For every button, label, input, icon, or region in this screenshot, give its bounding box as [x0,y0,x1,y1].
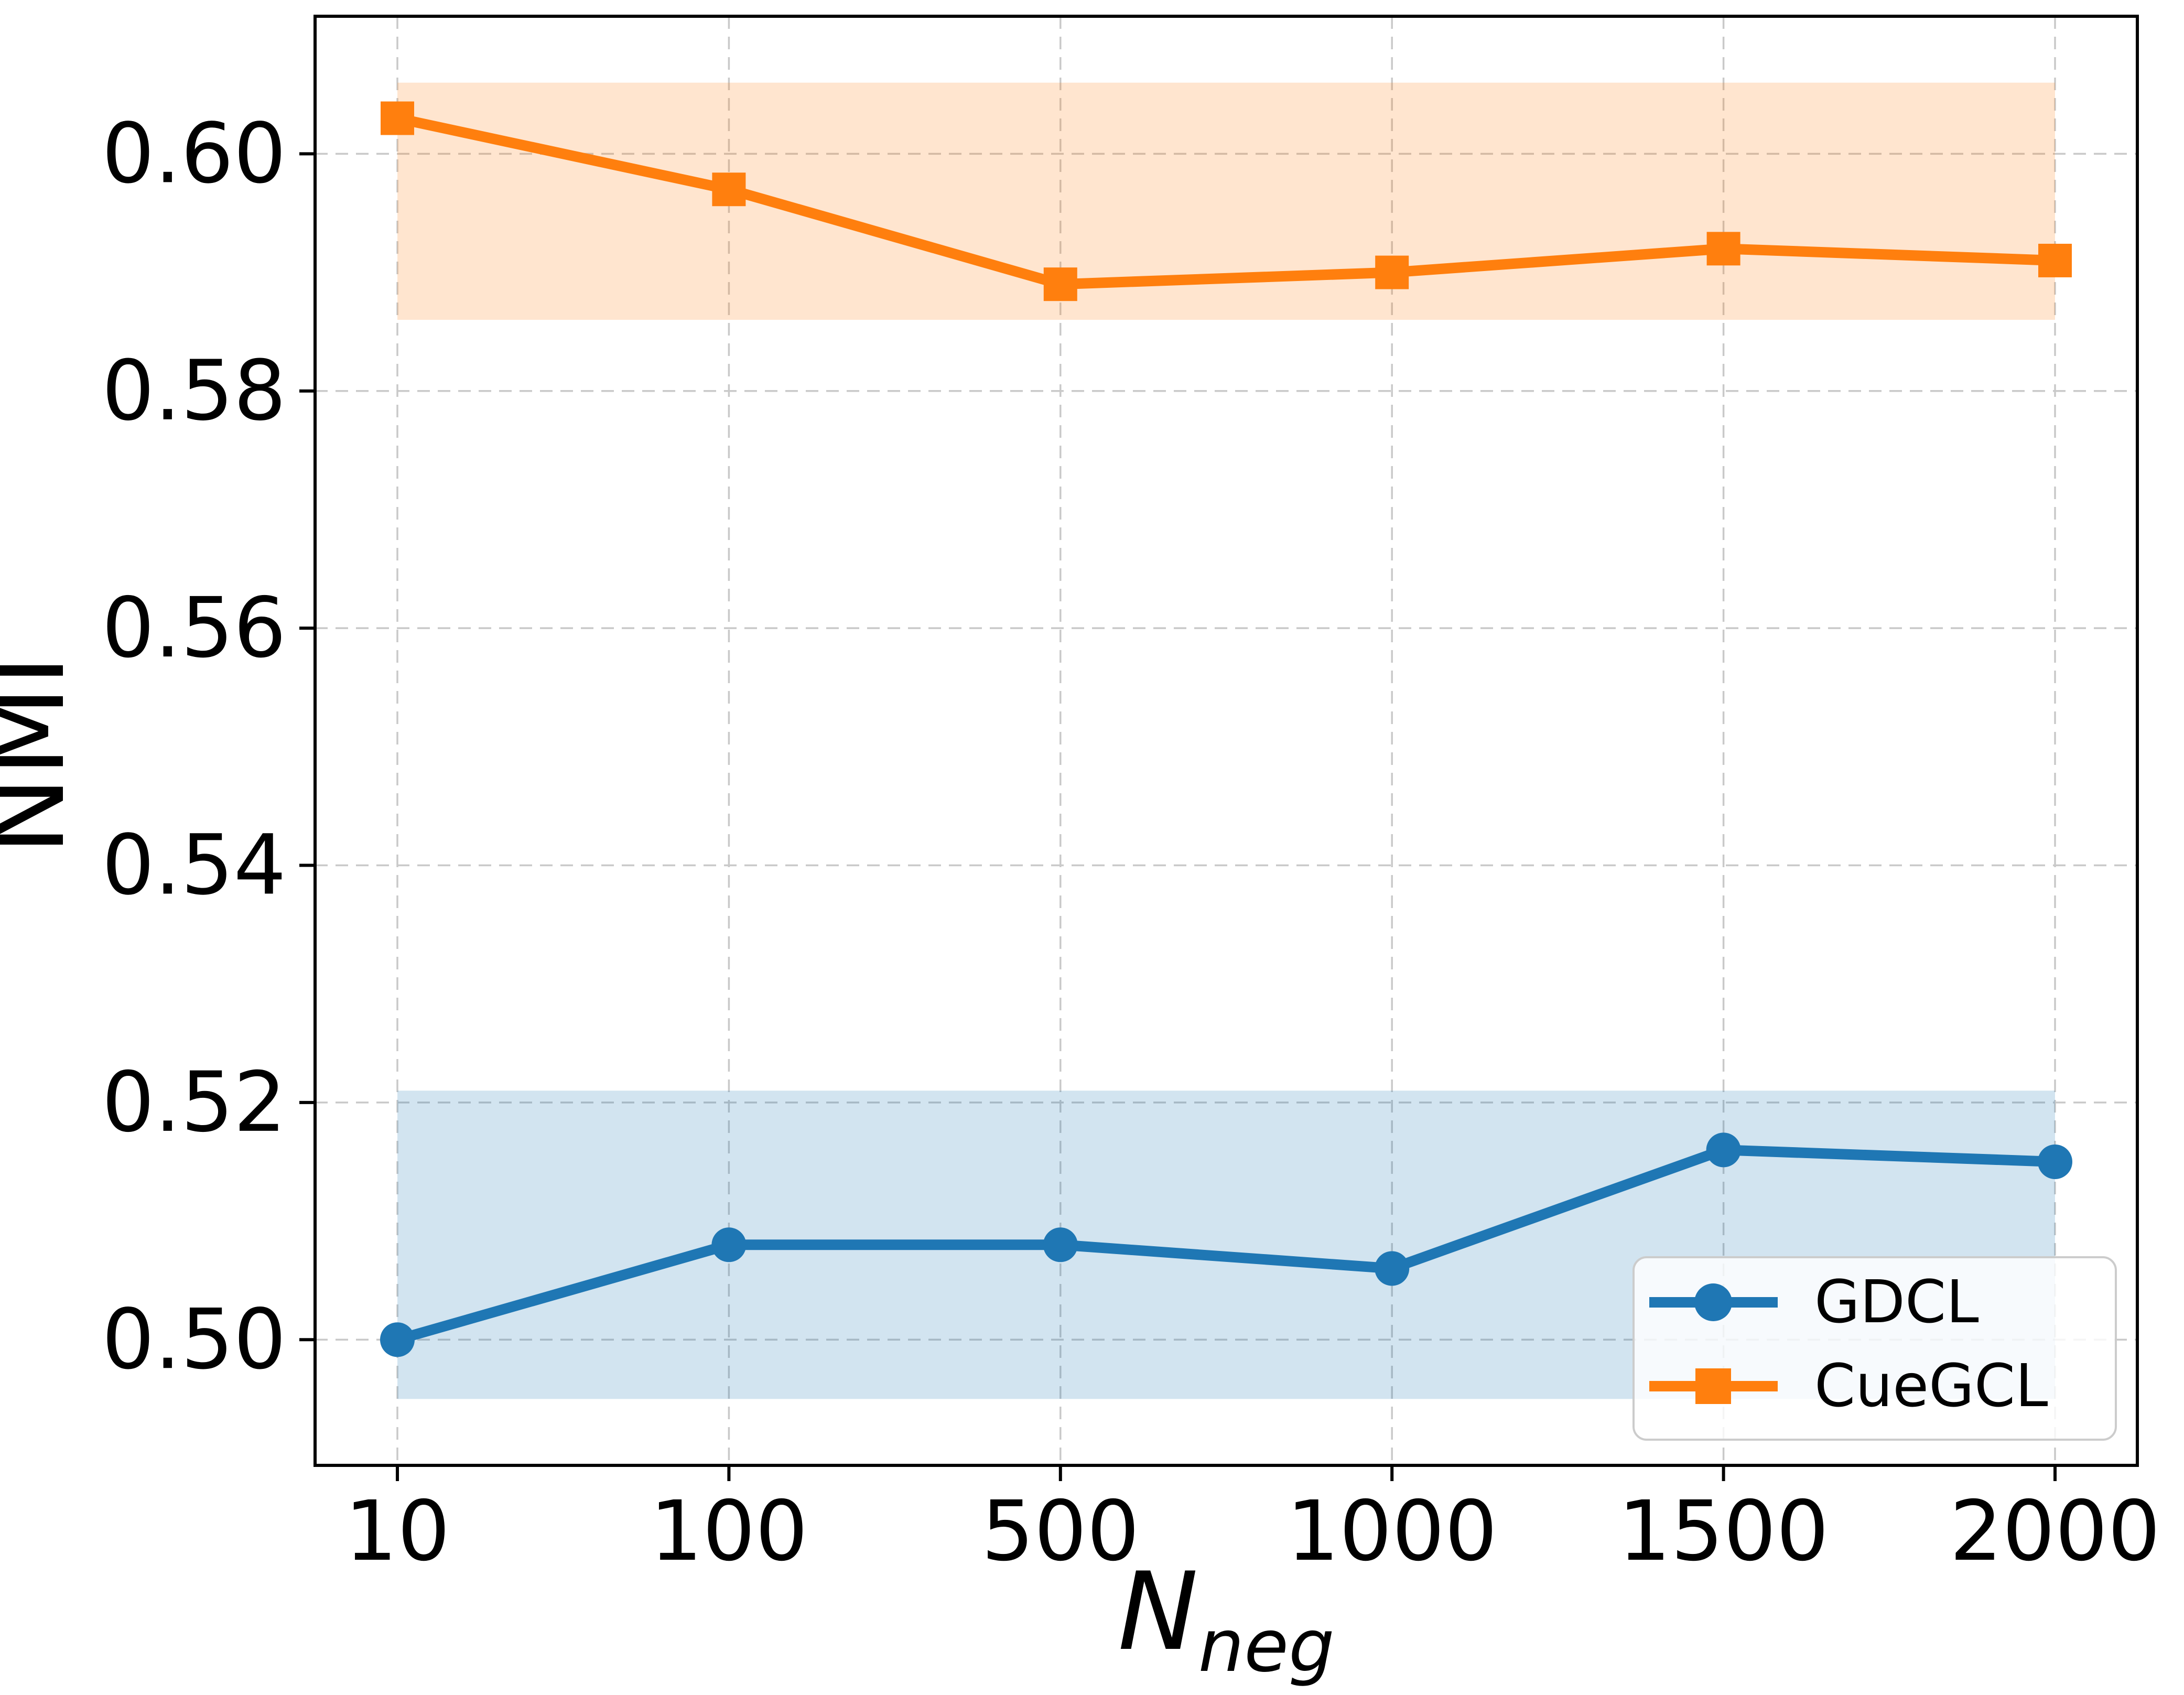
x-tick-label: 1500 [1618,1483,1829,1580]
gdcl-marker [1375,1251,1410,1286]
legend: GDCL CueGCL [1632,1256,2117,1441]
gdcl-line [392,1145,2060,1345]
x-tick-label: 10 [344,1483,450,1580]
x-tick-label: 1000 [1286,1483,1497,1580]
x-tick-label: 500 [981,1483,1140,1580]
cuegcl-band [397,82,2055,320]
y-tick-label: 0.58 [102,343,286,439]
x-axis-label: Nneg [1118,1550,1334,1688]
legend-label: GDCL [1814,1268,1979,1336]
gdcl-marker [1043,1227,1078,1262]
gdcl-marker [711,1227,747,1262]
x-tick-label: 100 [650,1483,808,1580]
y-axis-label: NMI [0,655,88,855]
gdcl-marker [380,1322,415,1357]
y-tick-label: 0.56 [102,580,286,676]
cuegcl-marker [1043,267,1077,301]
cuegcl-marker [1706,232,1740,266]
cuegcl-line [392,113,2060,290]
tick-marks [299,152,2057,1481]
data-series [380,101,2072,1357]
cuegcl-marker [381,101,414,135]
cuegcl-marker [2038,243,2072,277]
y-tick-label: 0.52 [102,1054,286,1151]
x-axis-label-main: N [1118,1550,1198,1675]
legend-square-marker-icon [1695,1368,1731,1404]
x-tick-label: 2000 [1950,1483,2160,1580]
y-tick-label: 0.54 [102,817,286,913]
y-tick-labels: 0.50 0.52 0.54 0.56 0.58 0.60 [102,105,286,1388]
gdcl-marker [1706,1132,1741,1168]
y-tick-label: 0.50 [102,1291,286,1388]
legend-label: CueGCL [1814,1352,2048,1420]
cuegcl-marker [712,172,746,207]
plot-border [313,15,2139,1467]
x-axis-label-subscript: neg [1198,1604,1335,1688]
y-tick-label: 0.60 [102,105,286,202]
gridlines [315,16,2137,1465]
x-tick-labels: 10 100 500 1000 1500 2000 [344,1483,2160,1580]
gdcl-marker [2038,1144,2072,1179]
legend-circle-marker-icon [1694,1283,1732,1321]
cuegcl-marker [1375,255,1409,289]
